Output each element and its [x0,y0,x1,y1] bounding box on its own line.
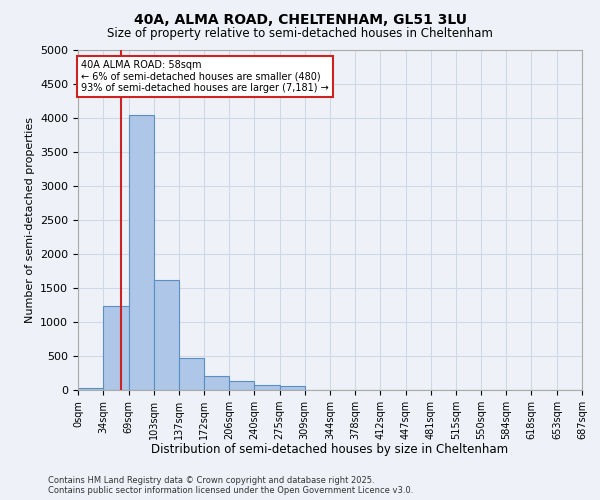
Bar [204,376,229,390]
Bar [254,385,280,390]
Text: Distribution of semi-detached houses by size in Cheltenham: Distribution of semi-detached houses by … [151,442,509,456]
Bar [128,114,154,390]
Bar [103,306,128,390]
Text: 40A ALMA ROAD: 58sqm
← 6% of semi-detached houses are smaller (480)
93% of semi-: 40A ALMA ROAD: 58sqm ← 6% of semi-detach… [81,60,329,94]
Y-axis label: Number of semi-detached properties: Number of semi-detached properties [25,117,35,323]
Bar [78,388,103,390]
Bar [179,358,204,390]
Bar [280,386,305,390]
Text: 40A, ALMA ROAD, CHELTENHAM, GL51 3LU: 40A, ALMA ROAD, CHELTENHAM, GL51 3LU [133,12,467,26]
Bar [154,280,179,390]
Text: Contains HM Land Registry data © Crown copyright and database right 2025.
Contai: Contains HM Land Registry data © Crown c… [48,476,413,495]
Text: Size of property relative to semi-detached houses in Cheltenham: Size of property relative to semi-detach… [107,28,493,40]
Bar [229,381,254,390]
